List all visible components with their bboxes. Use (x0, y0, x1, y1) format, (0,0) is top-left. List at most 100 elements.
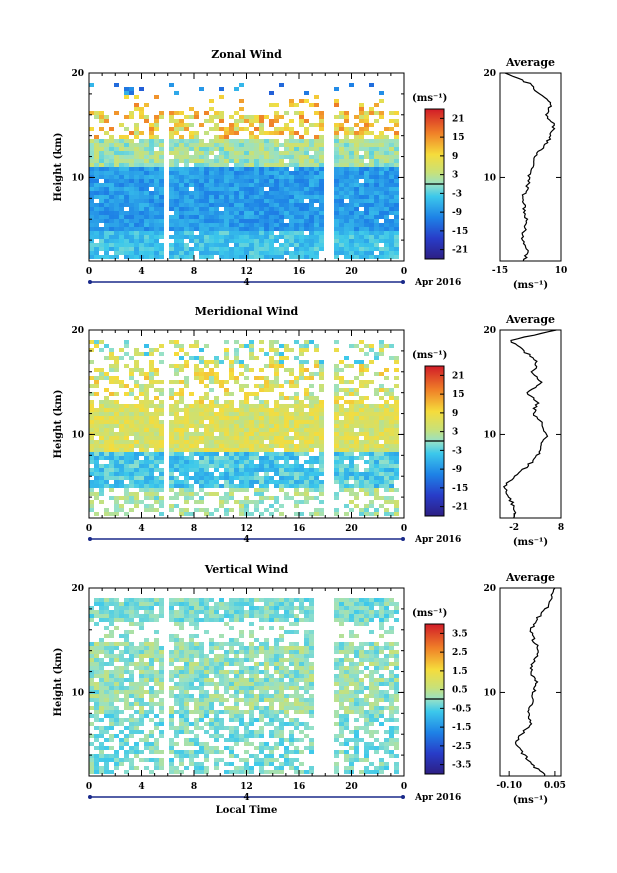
colorbar-tick-label: -2.5 (452, 742, 471, 752)
colorbar-tick-label: -0.5 (452, 704, 471, 714)
profile-y-tick-label: 10 (483, 430, 496, 440)
heatmap-cells (89, 340, 399, 516)
x-tick-label: 0 (401, 782, 407, 792)
colorbar-tick-label: 1.5 (452, 667, 468, 677)
x-tick-label: 20 (345, 524, 358, 534)
profile-x-tick-label: 10 (555, 266, 568, 276)
profile-title: Average (505, 571, 555, 584)
profile-y-tick-label: 20 (483, 69, 496, 79)
colorbar-tick-label: 3 (452, 171, 458, 181)
colorbar-tick-label: -21 (452, 503, 468, 513)
y-tick-label: 20 (71, 584, 84, 594)
colorbar-tick-label: -3.5 (452, 761, 471, 771)
profile-y-tick-label: 20 (483, 584, 496, 594)
profile-x-label: (ms⁻¹) (513, 280, 548, 291)
y-axis-label: Height (km) (53, 648, 64, 717)
panel-2: Meridional Wind 0 4 8 12 16 20 0 10 20 Height (km)… (53, 305, 564, 548)
panel-title: Vertical Wind (204, 563, 289, 576)
x-tick-label: 0 (86, 267, 92, 277)
y-tick-label: 10 (71, 688, 84, 698)
profile-title: Average (505, 313, 555, 326)
colorbar-tick-label: 9 (452, 152, 458, 162)
colorbar-unit: (ms⁻¹) (412, 93, 447, 104)
day-bar-start (88, 280, 92, 284)
x-tick-label: 12 (240, 524, 253, 534)
profile-y-tick-label: 10 (483, 688, 496, 698)
date-label: Apr 2016 (414, 535, 461, 545)
day-bar-start (88, 537, 92, 541)
day-bar-start (88, 795, 92, 799)
colorbar-tick-label: -15 (452, 227, 468, 237)
colorbar-tick-label: 3 (452, 428, 458, 438)
colorbar-tick-label: -1.5 (452, 723, 471, 733)
profile-x-label: (ms⁻¹) (513, 795, 548, 806)
average-profile: Average 10 20 -15 10 (ms⁻¹) (483, 56, 567, 291)
profile-x-tick-label: 0.05 (544, 781, 566, 791)
x-tick-label: 0 (401, 267, 407, 277)
x-tick-label: 0 (86, 524, 92, 534)
colorbar: (ms⁻¹) 21 15 9 3 -3 -9 -15 -21 (412, 93, 468, 260)
x-tick-label: 20 (345, 782, 358, 792)
day-bar-end (401, 795, 405, 799)
average-profile: Average 10 20 -2 8 (ms⁻¹) (483, 313, 564, 548)
profile-line (502, 329, 557, 519)
y-tick-label: 10 (71, 173, 84, 183)
colorbar-tick-label: 3.5 (452, 629, 468, 639)
colorbar-tick-label: -3 (452, 189, 462, 199)
colorbar-tick-label: 15 (452, 133, 465, 143)
day-label: 4 (243, 793, 249, 803)
y-tick-label: 20 (71, 326, 84, 336)
y-tick-label: 20 (71, 69, 84, 79)
y-axis: 10 20 (71, 584, 404, 777)
colorbar-tick-label: -3 (452, 446, 462, 456)
x-tick-label: 4 (138, 524, 144, 534)
x-axis: 0 4 8 12 16 20 0 (86, 73, 407, 277)
y-axis: 10 20 (71, 69, 404, 262)
y-tick-label: 10 (71, 430, 84, 440)
date-label: Apr 2016 (414, 278, 461, 288)
colorbar: (ms⁻¹) 21 15 9 3 -3 -9 -15 -21 (412, 350, 468, 517)
colorbar: (ms⁻¹) 3.5 2.5 1.5 0.5 -0.5 -1.5 -2.5 -3.5 (412, 608, 471, 775)
colorbar-tick-label: 2.5 (452, 648, 468, 658)
profile-frame (499, 72, 562, 262)
y-axis-label: Height (km) (53, 133, 64, 202)
average-profile: Average 10 20 -0.10 0.05 (ms⁻¹) (483, 571, 565, 806)
panel-title: Meridional Wind (195, 305, 299, 318)
colorbar-tick-label: -15 (452, 484, 468, 494)
x-tick-label: 12 (240, 267, 253, 277)
profile-frame (499, 587, 562, 777)
date-label: Apr 2016 (414, 793, 461, 803)
profile-x-tick-label: -15 (492, 266, 508, 276)
profile-y-tick-label: 20 (483, 326, 496, 336)
x-tick-label: 0 (401, 524, 407, 534)
profile-x-tick-label: -0.10 (496, 781, 522, 791)
heatmap-cells (89, 83, 399, 259)
x-axis: 0 4 8 12 16 20 0 (86, 330, 407, 534)
colorbar-unit: (ms⁻¹) (412, 608, 447, 619)
panel-3: Vertical Wind 0 4 8 12 16 20 0 10 20 Height (km) 4 A… (53, 563, 566, 816)
profile-x-tick-label: -2 (509, 523, 519, 533)
colorbar-tick-label: 0.5 (452, 686, 468, 696)
x-tick-label: 12 (240, 782, 253, 792)
x-tick-label: 8 (191, 267, 197, 277)
x-tick-label: 0 (86, 782, 92, 792)
day-bar-end (401, 280, 405, 284)
x-tick-label: 8 (191, 524, 197, 534)
colorbar-tick-label: 21 (452, 371, 465, 381)
colorbar-tick-label: -21 (452, 246, 468, 256)
x-tick-label: 4 (138, 782, 144, 792)
day-bar-end (401, 537, 405, 541)
colorbar-tick-label: -9 (452, 208, 462, 218)
x-axis-label: Local Time (216, 805, 278, 816)
profile-x-tick-label: 8 (558, 523, 564, 533)
profile-line (504, 72, 556, 262)
profile-x-label: (ms⁻¹) (513, 537, 548, 548)
x-tick-label: 16 (293, 524, 306, 534)
colorbar-tick-label: 15 (452, 390, 465, 400)
panel-1: Zonal Wind 0 4 8 12 16 20 0 10 20 Height (km) 4 Apr … (53, 48, 567, 291)
x-tick-label: 16 (293, 267, 306, 277)
colorbar-tick-label: -9 (452, 465, 462, 475)
day-label: 4 (243, 535, 249, 545)
profile-line (514, 587, 556, 777)
